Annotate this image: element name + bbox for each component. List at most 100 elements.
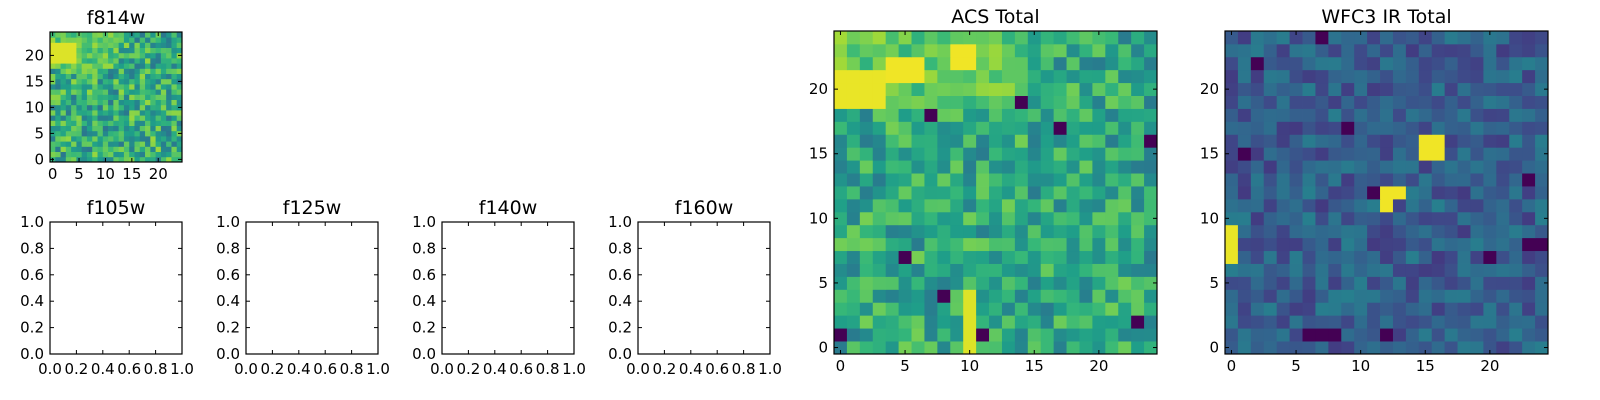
heatmap-cell	[150, 78, 156, 85]
heatmap-cell	[1470, 302, 1484, 316]
heatmap-cell	[1118, 56, 1132, 71]
heatmap-cell	[846, 315, 861, 329]
heatmap-cell	[1014, 250, 1029, 264]
heatmap-cell	[1079, 328, 1093, 342]
heatmap-cell	[1118, 198, 1132, 213]
heatmap-cell	[1444, 121, 1458, 135]
heatmap-cell	[1509, 173, 1523, 187]
heatmap-cell	[937, 224, 951, 239]
heatmap-cell	[1457, 69, 1471, 84]
heatmap-cell	[1431, 328, 1446, 342]
heatmap-cell	[859, 237, 874, 252]
heatmap-cell	[1341, 250, 1355, 264]
heatmap-cell	[1014, 134, 1029, 148]
heatmap-cell	[129, 141, 135, 147]
heatmap-cell	[86, 120, 93, 126]
heatmap-cell	[1263, 160, 1278, 174]
heatmap-cell	[898, 160, 912, 174]
heatmap-cell	[81, 115, 88, 121]
heatmap-cell	[1027, 43, 1042, 58]
heatmap-cell	[60, 115, 67, 121]
heatmap-cell	[950, 224, 964, 239]
heatmap-cell	[55, 94, 61, 100]
heatmap-cell	[1444, 134, 1458, 148]
heatmap-cell	[1289, 289, 1303, 303]
heatmap-cell	[118, 78, 125, 85]
heatmap-cell	[1144, 315, 1158, 329]
heatmap-cell	[1470, 108, 1484, 122]
heatmap-cell	[145, 99, 151, 106]
heatmap-cell	[846, 250, 861, 264]
heatmap-cell	[139, 110, 146, 116]
heatmap-cell	[911, 134, 925, 148]
heatmap-cell	[1405, 328, 1420, 342]
heatmap-cell	[859, 134, 874, 148]
heatmap-cell	[1522, 289, 1536, 303]
x-tick-label: 15	[1416, 357, 1435, 375]
heatmap-cell	[989, 134, 1003, 148]
heatmap-cell	[1092, 95, 1106, 109]
heatmap-cell	[1001, 276, 1016, 290]
heatmap-cell	[1535, 108, 1549, 122]
heatmap-cell	[1131, 341, 1145, 355]
panel-f140w: 0.0 0.2 0.4 0.6 0.8 1.00.00.20.40.60.81.0	[412, 213, 586, 378]
heatmap-cell	[976, 95, 990, 109]
heatmap-cell	[1225, 224, 1239, 239]
heatmap-cell	[129, 42, 135, 48]
heatmap-cell	[1225, 263, 1239, 277]
heatmap-cell	[872, 186, 887, 200]
heatmap-cell	[950, 69, 964, 84]
heatmap-cell	[1483, 302, 1497, 316]
heatmap-cell	[1263, 276, 1278, 290]
heatmap-cell	[859, 173, 874, 187]
heatmap-cell	[145, 78, 151, 85]
heatmap-cell	[989, 43, 1003, 58]
heatmap-cell	[1392, 160, 1407, 174]
heatmap-cell	[1105, 121, 1119, 135]
heatmap-cell	[76, 110, 83, 116]
heatmap-cell	[1457, 121, 1471, 135]
heatmap-cell	[1105, 43, 1119, 58]
y-tick-label: 5	[818, 274, 828, 292]
heatmap-cell	[1315, 250, 1329, 264]
heatmap-cell	[1001, 263, 1016, 277]
heatmap-cell	[950, 302, 964, 316]
heatmap-cell	[92, 125, 98, 132]
heatmap-cell	[92, 141, 98, 147]
heatmap-cell	[1092, 56, 1106, 71]
heatmap-cell	[1105, 237, 1119, 252]
heatmap-cell	[1535, 186, 1549, 200]
heatmap-cell	[1066, 121, 1080, 135]
heatmap-cell	[989, 56, 1003, 71]
heatmap-cell	[145, 47, 151, 54]
heatmap-cell	[1418, 224, 1433, 239]
heatmap-cell	[134, 110, 141, 116]
heatmap-cell	[1418, 237, 1433, 252]
heatmap-cell	[1380, 31, 1394, 45]
y-tick-label: 10	[1200, 209, 1219, 227]
heatmap-cell	[166, 52, 172, 59]
heatmap-cell	[937, 160, 951, 174]
heatmap-cell	[171, 110, 178, 116]
heatmap-cell	[1001, 43, 1016, 58]
heatmap-cell	[113, 32, 120, 38]
heatmap-cell	[1418, 43, 1433, 58]
heatmap-cell	[1289, 43, 1303, 58]
panel-title: f160w	[675, 197, 734, 219]
heatmap-cell	[65, 68, 72, 74]
heatmap-cell	[976, 160, 990, 174]
heatmap-cell	[1092, 289, 1106, 303]
heatmap-cell	[937, 328, 951, 342]
heatmap-cell	[1144, 95, 1158, 109]
heatmap-cell	[118, 89, 125, 95]
heatmap-cell	[1354, 31, 1368, 45]
heatmap-cell	[1315, 95, 1329, 109]
heatmap-cell	[1418, 341, 1433, 355]
y-tick-label: 20	[809, 80, 828, 98]
heatmap-cell	[1092, 237, 1106, 252]
heatmap-cell	[859, 186, 874, 200]
heatmap-cell	[1001, 108, 1016, 122]
heatmap-cell	[108, 156, 114, 163]
heatmap-cell	[60, 136, 67, 142]
heatmap-cell	[166, 47, 172, 54]
